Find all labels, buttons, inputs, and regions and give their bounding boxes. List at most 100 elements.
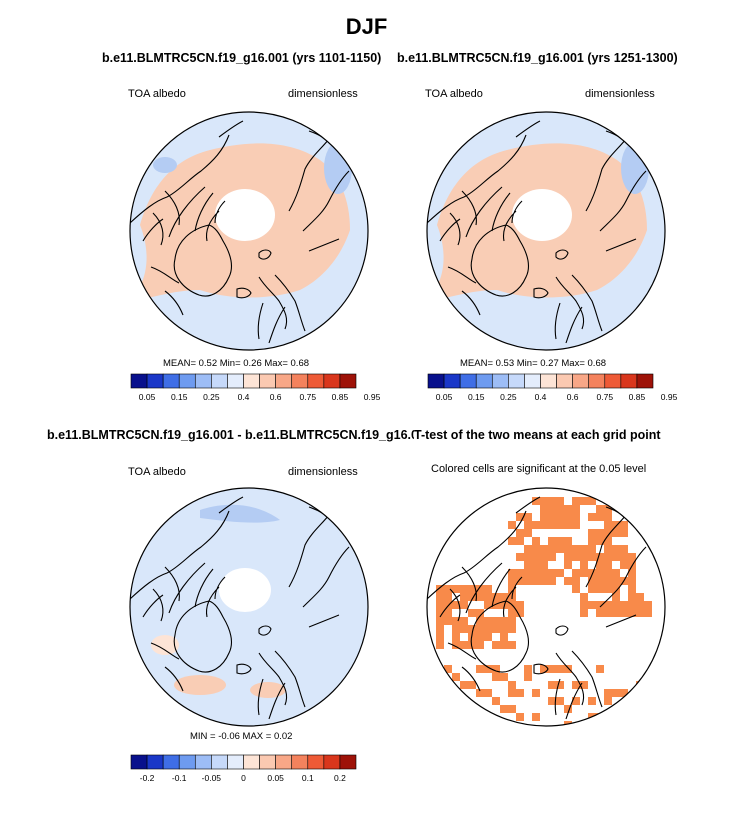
significant-cell — [628, 593, 636, 601]
significant-cell — [596, 561, 604, 569]
significant-cell — [516, 569, 524, 577]
significant-cell — [516, 689, 524, 697]
panel-4-title: T-test of the two means at each grid poi… — [414, 428, 661, 442]
significant-cell — [516, 553, 524, 561]
significant-cell — [604, 521, 612, 529]
significant-cell — [516, 577, 524, 585]
significant-cell — [436, 617, 444, 625]
significant-cell — [556, 521, 564, 529]
significant-cell — [604, 537, 612, 545]
significant-cell — [476, 585, 484, 593]
panel-3-colorbar: -0.2 -0.1 -0.05 0 0.05 0.1 0.2 — [130, 754, 357, 783]
significant-cell — [508, 617, 516, 625]
significant-cell — [492, 641, 500, 649]
significant-cell — [580, 545, 588, 553]
colorbar-tick-label: 0.1 — [302, 773, 314, 783]
significant-cell — [524, 561, 532, 569]
significant-cell — [492, 673, 500, 681]
colorbar-tick-label: 0.85 — [332, 392, 349, 402]
significant-cell — [468, 681, 476, 689]
significant-cell — [460, 625, 468, 633]
significant-cell — [612, 553, 620, 561]
significant-cell — [460, 593, 468, 601]
colorbar-tick-label: -0.2 — [140, 773, 155, 783]
significant-cell — [644, 609, 652, 617]
panel-3-title: b.e11.BLMTRC5CN.f19_g16.001 - b.e11.BLMT… — [47, 428, 432, 442]
significant-cell — [596, 513, 604, 521]
colorbar-tick-label: 0.05 — [436, 392, 453, 402]
significant-cell — [612, 601, 620, 609]
panel-1-variable-label: TOA albedo — [128, 88, 186, 100]
significant-cell — [508, 521, 516, 529]
significant-cell — [436, 593, 444, 601]
significant-cell — [476, 641, 484, 649]
significant-cell — [452, 673, 460, 681]
significant-cell — [572, 545, 580, 553]
significant-cell — [604, 529, 612, 537]
significant-cell — [564, 545, 572, 553]
significant-cell — [460, 641, 468, 649]
significant-cell — [500, 633, 508, 641]
colorbar-swatch — [146, 754, 164, 770]
significant-cell — [572, 681, 580, 689]
significant-cell — [452, 641, 460, 649]
significant-cell — [532, 689, 540, 697]
significant-cell — [580, 569, 588, 577]
significant-cell — [548, 537, 556, 545]
significant-cell — [540, 665, 548, 673]
panel-2-title: b.e11.BLMTRC5CN.f19_g16.001 (yrs 1251-13… — [397, 51, 678, 65]
significant-cell — [516, 609, 524, 617]
colorbar-swatch — [194, 373, 212, 389]
significant-cell — [444, 617, 452, 625]
significant-cell — [484, 689, 492, 697]
significant-cell — [556, 697, 564, 705]
significant-cell — [436, 641, 444, 649]
significant-cell — [572, 513, 580, 521]
colorbar-swatch — [194, 754, 212, 770]
significant-cell — [596, 505, 604, 513]
significant-cell — [636, 609, 644, 617]
significant-cell — [524, 577, 532, 585]
significant-cell — [508, 609, 516, 617]
significant-cell — [556, 569, 564, 577]
colorbar-swatch — [556, 373, 573, 389]
significant-cell — [532, 497, 540, 505]
significant-cell — [644, 601, 652, 609]
significant-cell — [556, 545, 564, 553]
significant-cell — [436, 609, 444, 617]
significant-cell — [436, 633, 444, 641]
significant-cell — [532, 537, 540, 545]
significant-cell — [572, 553, 580, 561]
colorbar-swatch — [259, 754, 276, 770]
significant-cell — [540, 513, 548, 521]
colorbar-swatch — [291, 373, 309, 389]
colorbar-swatch — [275, 754, 293, 770]
significant-cell — [540, 577, 548, 585]
colorbar-tick-label: 0.15 — [171, 392, 188, 402]
significant-cell — [580, 593, 588, 601]
significant-cell — [572, 577, 580, 585]
significant-cell — [468, 593, 476, 601]
significant-cell — [452, 585, 460, 593]
significant-cell — [548, 681, 556, 689]
panel-2-stats: MEAN= 0.53 Min= 0.27 Max= 0.68 — [460, 358, 607, 369]
significant-cell — [500, 625, 508, 633]
significant-cell — [580, 601, 588, 609]
significant-cell — [620, 561, 628, 569]
significant-cell — [612, 689, 620, 697]
significant-cell — [548, 553, 556, 561]
significant-cell — [500, 641, 508, 649]
significant-cell — [596, 585, 604, 593]
colorbar-swatch — [178, 754, 196, 770]
significant-cell — [620, 601, 628, 609]
significant-cell — [628, 585, 636, 593]
colorbar-tick-label: 0.25 — [203, 392, 220, 402]
significant-cell — [612, 585, 620, 593]
significant-cell — [612, 529, 620, 537]
significant-cell — [564, 577, 572, 585]
significant-cell — [548, 505, 556, 513]
significant-cell — [452, 601, 460, 609]
significant-cell — [500, 673, 508, 681]
panel-4-map — [427, 488, 665, 726]
colorbar-swatch — [572, 373, 590, 389]
